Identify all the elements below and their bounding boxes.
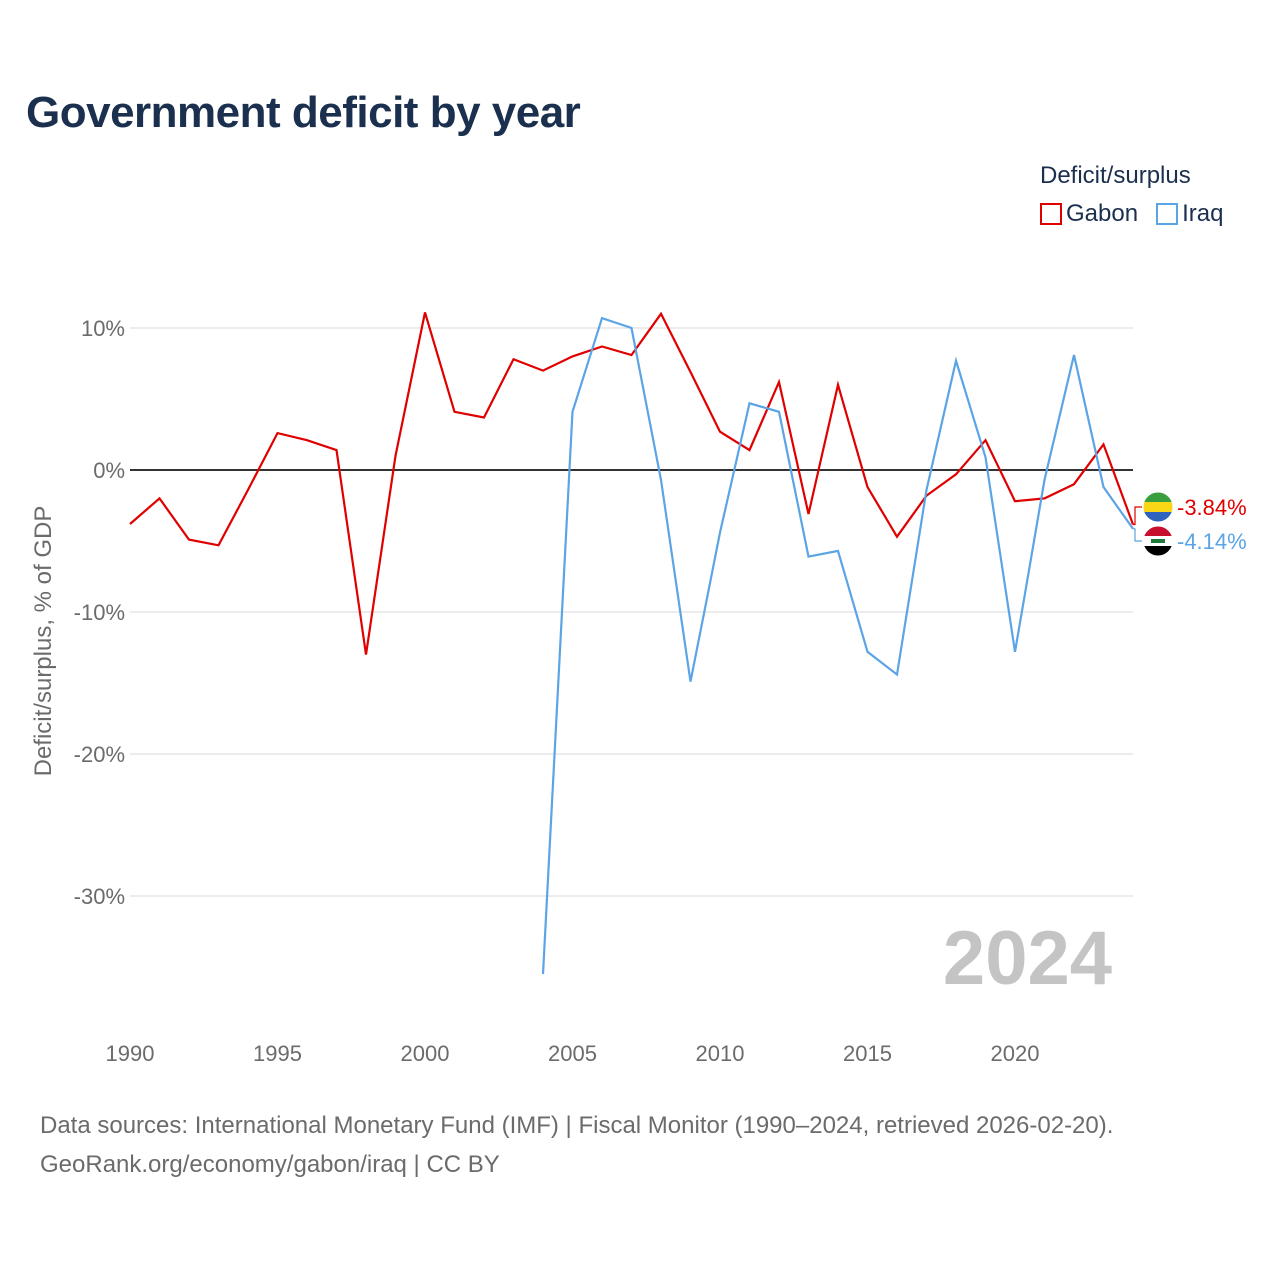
y-tick-label: -20% <box>74 742 125 767</box>
footer: Data sources: International Monetary Fun… <box>40 1106 1113 1184</box>
x-tick-label: 2020 <box>991 1041 1040 1066</box>
series-line-gabon[interactable] <box>129 311 1135 655</box>
y-tick-label: -10% <box>74 600 125 625</box>
x-tick-label: 2015 <box>843 1041 892 1066</box>
legend-item-gabon[interactable]: Gabon <box>1040 200 1138 228</box>
gridlines <box>130 327 1133 897</box>
year-watermark: 2024 <box>943 916 1112 1001</box>
x-tick-label: 2005 <box>548 1041 597 1066</box>
y-tick-label: -30% <box>74 884 125 909</box>
end-markers: -3.84% -4.14% <box>1133 491 1247 557</box>
legend-label-gabon: Gabon <box>1066 200 1139 227</box>
y-tick-labels: 10% 0% -10% -20% -30% <box>74 316 125 909</box>
legend-swatch-gabon <box>1040 203 1062 225</box>
y-axis-label: Deficit/surplus, % of GDP <box>30 506 57 777</box>
x-tick-label: 1990 <box>106 1041 155 1066</box>
legend-title: Deficit/surplus <box>1040 162 1191 189</box>
legend-item-iraq[interactable]: Iraq <box>1156 200 1223 228</box>
gabon-flag-icon <box>1142 491 1174 523</box>
end-label-iraq: -4.14% <box>1177 529 1247 554</box>
end-connector-gabon <box>1133 506 1142 526</box>
y-tick-label: 10% <box>81 316 125 341</box>
x-tick-label: 2010 <box>696 1041 745 1066</box>
x-tick-labels: 1990 1995 2000 2005 2010 2015 2020 <box>106 1041 1040 1066</box>
series-lines <box>129 311 1135 975</box>
chart-title: Government deficit by year <box>26 88 581 137</box>
end-label-gabon: -3.84% <box>1177 495 1247 520</box>
footer-source: Data sources: International Monetary Fun… <box>40 1112 1114 1139</box>
legend-label-iraq: Iraq <box>1182 200 1224 227</box>
x-tick-label: 1995 <box>253 1041 302 1066</box>
legend: Deficit/surplus Gabon Iraq <box>1040 162 1223 228</box>
legend-items: Gabon Iraq <box>1040 200 1223 228</box>
footer-credit[interactable]: GeoRank.org/economy/gabon/iraq | CC BY <box>40 1151 500 1178</box>
series-line-iraq[interactable] <box>541 316 1134 975</box>
iraq-flag-icon <box>1142 525 1174 557</box>
end-connector-iraq <box>1133 528 1142 542</box>
x-tick-label: 2000 <box>401 1041 450 1066</box>
legend-swatch-iraq <box>1156 203 1179 225</box>
chart-plot: 10% 0% -10% -20% -30% 1990 1995 2000 2005 2010 20… <box>30 311 1247 1066</box>
y-tick-label: 0% <box>93 458 125 483</box>
